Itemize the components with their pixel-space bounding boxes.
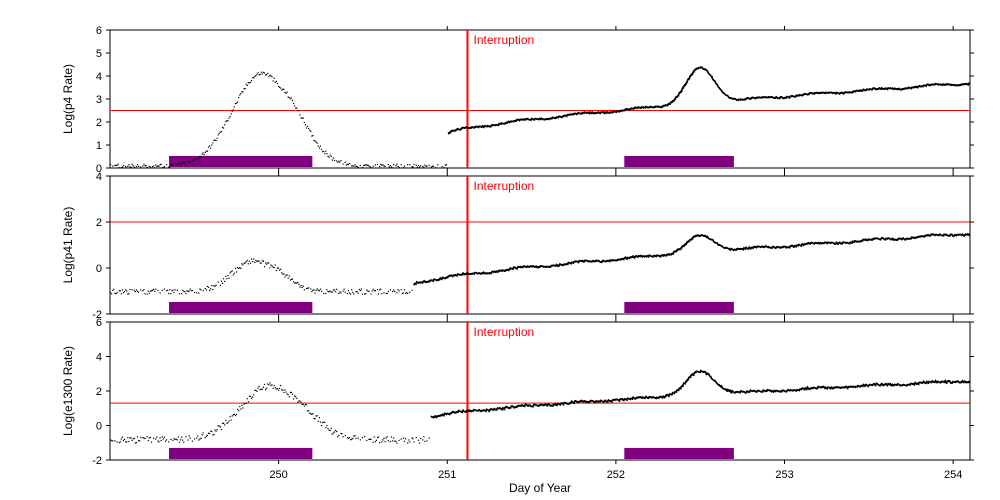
interruption-label: Interruption	[473, 179, 534, 193]
ytick-label: 0	[96, 263, 102, 275]
data-line-right	[414, 234, 970, 285]
chart-container: Interruption 0 1 2 3 4 5 6 Log(p4 Rate) Interrupt…	[0, 0, 1000, 500]
ytick-label: 2	[96, 117, 102, 129]
ytick-label: 4	[96, 71, 102, 83]
chart-svg: Interruption 0 1 2 3 4 5 6 Log(p4 Rate) Interrupt…	[0, 0, 1000, 500]
y-axis-label: Log(p4 Rate)	[61, 64, 75, 134]
interruption-label: Interruption	[473, 325, 534, 339]
ytick-label: 0	[96, 421, 102, 433]
ytick-label: 6	[96, 317, 102, 329]
ytick-label: 4	[96, 171, 102, 183]
panel-frame	[110, 30, 970, 168]
data-line-right	[431, 371, 970, 418]
y-axis-label: Log(p41 Rate)	[61, 207, 75, 284]
panel-frame	[110, 176, 970, 314]
ytick-label: -2	[92, 455, 102, 467]
data-series	[110, 371, 971, 444]
x-axis-label: Day of Year	[509, 481, 571, 495]
ytick-label: 2	[96, 217, 102, 229]
ytick-label: 4	[96, 352, 102, 364]
data-series	[110, 67, 971, 169]
ytick-label: 6	[96, 25, 102, 37]
xtick-label: 250	[269, 469, 287, 481]
data-line-right	[448, 67, 970, 133]
ytick-label: 5	[96, 48, 102, 60]
radiation-belt-bar	[169, 448, 312, 459]
ytick-label: 1	[96, 140, 102, 152]
xtick-label: 254	[944, 469, 962, 481]
xtick-label: 251	[438, 469, 456, 481]
xtick-label: 253	[775, 469, 793, 481]
radiation-belt-bar	[624, 302, 734, 313]
radiation-belt-bar	[624, 448, 734, 459]
y-axis-label: Log(e1300 Rate)	[61, 346, 75, 436]
xtick-label: 252	[607, 469, 625, 481]
ytick-label: 2	[96, 386, 102, 398]
radiation-belt-bar	[624, 156, 734, 167]
ytick-label: 3	[96, 94, 102, 106]
radiation-belt-bar	[169, 302, 312, 313]
interruption-label: Interruption	[473, 33, 534, 47]
panel-frame	[110, 322, 970, 460]
